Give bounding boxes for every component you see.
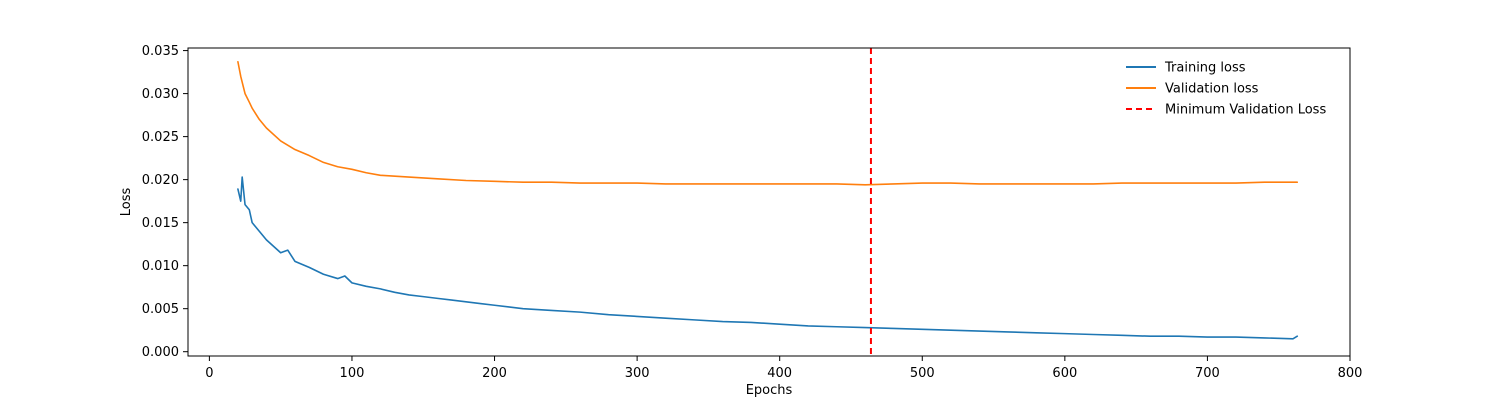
x-tick-label: 300: [625, 366, 650, 381]
x-tick-label: 0: [205, 366, 213, 381]
y-tick-label: 0.015: [142, 216, 179, 231]
legend-label: Minimum Validation Loss: [1165, 103, 1326, 118]
series-layer: [237, 48, 1299, 356]
y-tick-label: 0.005: [142, 302, 179, 317]
x-tick-label: 200: [482, 366, 507, 381]
y-tick-label: 0.035: [142, 44, 179, 59]
axes-frame: [187, 47, 1351, 357]
y-tick-label: 0.025: [142, 130, 179, 145]
y-tick-label: 0.000: [142, 345, 179, 360]
x-tick-label: 600: [1052, 366, 1077, 381]
y-tick-label: 0.020: [142, 173, 179, 188]
x-axis-label: Epochs: [746, 383, 793, 398]
plot-area: [187, 47, 1351, 357]
x-tick-label: 700: [1195, 366, 1220, 381]
y-tick-label: 0.030: [142, 87, 179, 102]
x-tick-label: 800: [1338, 366, 1363, 381]
y-axis-ticks: 0.000 0.005 0.010 0.015 0.020 0.025 0.030 0.035: [142, 44, 188, 360]
legend-label: Validation loss: [1165, 82, 1259, 97]
validation-loss-line: [237, 60, 1299, 186]
x-tick-label: 500: [910, 366, 935, 381]
x-tick-label: 400: [767, 366, 792, 381]
x-tick-label: 100: [340, 366, 365, 381]
y-axis-label: Loss: [119, 188, 134, 217]
legend: Training loss Validation loss Minimum Vali…: [1126, 61, 1326, 118]
y-tick-label: 0.010: [142, 259, 179, 274]
x-axis-ticks: 0 100 200 300 400 500 600 700 800: [205, 356, 1362, 381]
legend-label: Training loss: [1164, 61, 1246, 76]
training-loss-line: [237, 176, 1299, 340]
